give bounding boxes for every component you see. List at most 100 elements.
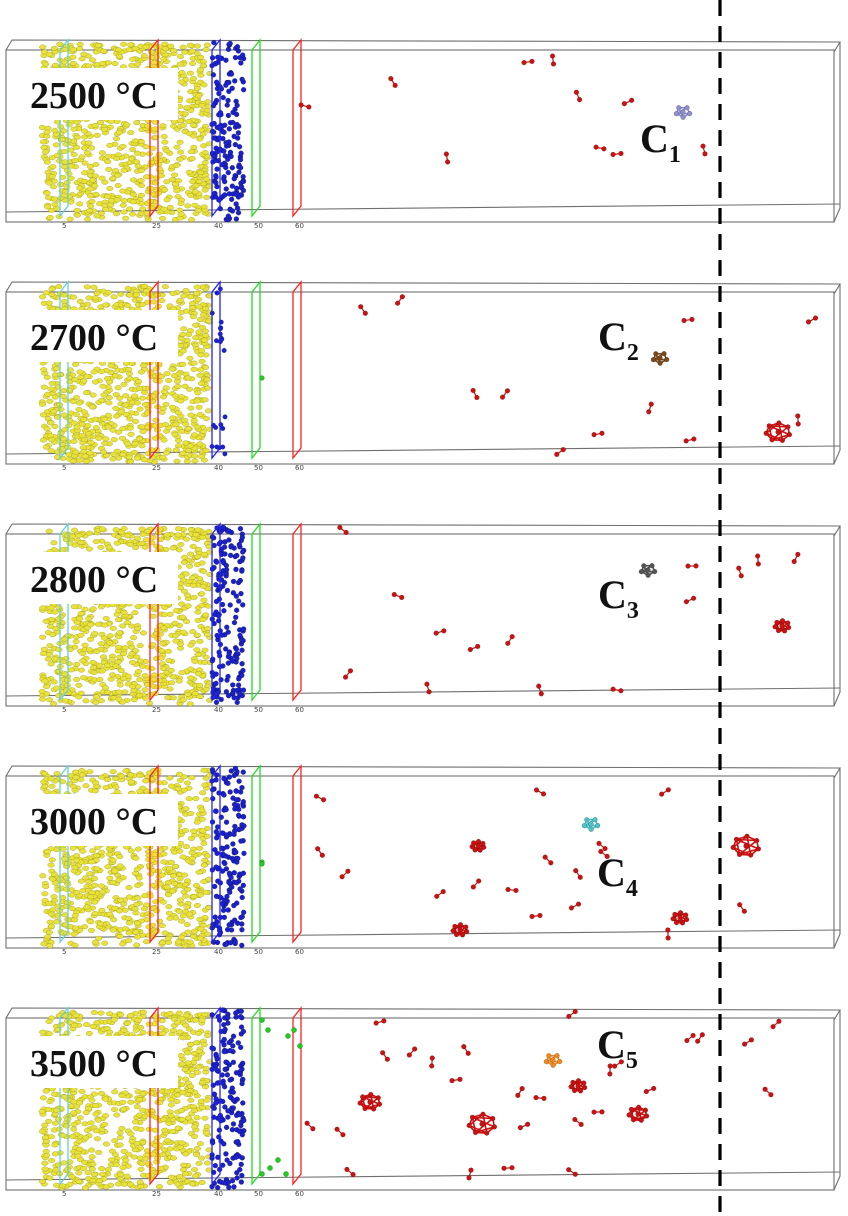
red-atom-dimers (313, 787, 747, 941)
plane-tick-label: 25 (152, 464, 161, 472)
boundary-plane: 25 (149, 280, 161, 472)
boundary-plane: 40 (211, 764, 223, 956)
temperature-label: 3000 °C (24, 794, 178, 846)
boundary-plane: 60 (292, 522, 304, 714)
simulation-panel: 5 25 40 50 60 2500 °C C1 (5, 38, 841, 230)
plane-tick-label: 25 (152, 948, 161, 956)
red-cluster (730, 833, 762, 858)
cluster-letter: C (597, 1022, 626, 1067)
boundary-plane: 5 (59, 764, 69, 956)
cluster-subscript: 3 (627, 598, 639, 624)
plane-tick-label: 5 (62, 1190, 66, 1198)
red-cluster (568, 1078, 588, 1094)
boundary-plane: 25 (149, 1006, 161, 1198)
cluster-subscript: 1 (669, 142, 681, 168)
boundary-plane: 5 (59, 1006, 69, 1198)
highlighted-cluster (673, 105, 693, 120)
red-cluster (763, 420, 793, 444)
cluster-letter: C (598, 314, 627, 359)
plane-tick-label: 40 (214, 222, 223, 230)
temperature-label: 2500 °C (24, 68, 178, 120)
boundary-plane: 40 (211, 38, 223, 230)
boundary-plane: 5 (59, 280, 69, 472)
boundary-plane: 60 (292, 280, 304, 472)
plane-tick-label: 40 (214, 948, 223, 956)
boundary-plane: 60 (292, 1006, 304, 1198)
plane-tick-label: 60 (295, 1190, 304, 1198)
plane-tick-label: 60 (295, 706, 304, 714)
plane-tick-label: 40 (214, 464, 223, 472)
plane-tick-label: 25 (152, 222, 161, 230)
plane-tick-label: 60 (295, 948, 304, 956)
cluster-label: C4 (597, 850, 638, 902)
temperature-label: 3500 °C (24, 1036, 178, 1088)
highlighted-cluster (581, 817, 601, 832)
plane-tick-label: 50 (254, 222, 263, 230)
red-cluster (450, 922, 470, 938)
boundary-plane: 5 (59, 522, 69, 714)
plane-tick-label: 60 (295, 222, 304, 230)
red-cluster (626, 1104, 650, 1123)
cluster-letter: C (598, 572, 627, 617)
red-cluster (772, 618, 792, 634)
plane-tick-label: 40 (214, 706, 223, 714)
plane-tick-label: 50 (254, 1190, 263, 1198)
cluster-subscript: 4 (626, 876, 638, 902)
simulation-panel: 5 25 40 50 60 2700 °C C2 (5, 280, 841, 472)
red-cluster (357, 1091, 383, 1112)
boundary-plane: 5 (59, 38, 69, 230)
red-atom-dimers (337, 524, 801, 697)
green-atoms (259, 375, 265, 381)
cluster-letter: C (640, 116, 669, 161)
boundary-plane: 50 (251, 38, 263, 230)
cluster-label: C2 (598, 314, 639, 366)
simulation-panel: 5 25 40 50 60 2800 °C C3 (5, 522, 841, 714)
plane-tick-label: 50 (254, 948, 263, 956)
red-atom-dimers (304, 1008, 782, 1181)
blue-atom-layer (209, 765, 247, 949)
blue-atom-layer (209, 39, 247, 223)
red-atom-dimers (358, 294, 819, 458)
boundary-plane: 50 (251, 1006, 263, 1198)
simulation-panel: 5 25 40 50 60 3000 °C C4 (5, 764, 841, 956)
blue-atom-layer (209, 524, 247, 706)
blue-atom-layer (209, 1007, 247, 1191)
highlighted-cluster (650, 351, 670, 366)
green-atoms (259, 859, 265, 867)
simulation-box (5, 765, 841, 949)
cluster-subscript: 2 (627, 340, 639, 366)
boundary-plane: 60 (292, 764, 304, 956)
boundary-plane: 40 (211, 280, 223, 472)
plane-tick-label: 5 (62, 464, 66, 472)
boundary-plane: 25 (149, 522, 161, 714)
plane-tick-label: 40 (214, 1190, 223, 1198)
plane-tick-label: 5 (62, 948, 66, 956)
cluster-letter: C (597, 850, 626, 895)
red-cluster (469, 838, 487, 853)
boundary-plane: 25 (149, 764, 161, 956)
simulation-panel: 5 25 40 50 60 3500 °C C5 (5, 1006, 841, 1198)
temperature-label: 2800 °C (24, 552, 178, 604)
green-atoms (259, 1017, 303, 1177)
red-cluster (670, 910, 690, 926)
cluster-label: C3 (598, 572, 639, 624)
plane-tick-label: 50 (254, 464, 263, 472)
boundary-plane: 50 (251, 280, 263, 472)
temperature-text: 2500 °C (30, 75, 158, 117)
plane-tick-label: 50 (254, 706, 263, 714)
temperature-text: 2700 °C (30, 317, 158, 359)
plane-tick-label: 25 (152, 1190, 161, 1198)
boundary-plane: 50 (251, 522, 263, 714)
highlighted-cluster (638, 563, 658, 578)
plane-tick-label: 25 (152, 706, 161, 714)
temperature-text: 3500 °C (30, 1043, 158, 1085)
boundary-plane: 60 (292, 38, 304, 230)
cluster-label: C5 (597, 1022, 638, 1074)
boundary-plane: 40 (211, 1006, 223, 1198)
cluster-label: C1 (640, 116, 681, 168)
red-cluster (466, 1111, 498, 1136)
boundary-plane: 40 (211, 522, 223, 714)
boundary-plane: 50 (251, 764, 263, 956)
highlighted-cluster (543, 1053, 563, 1068)
